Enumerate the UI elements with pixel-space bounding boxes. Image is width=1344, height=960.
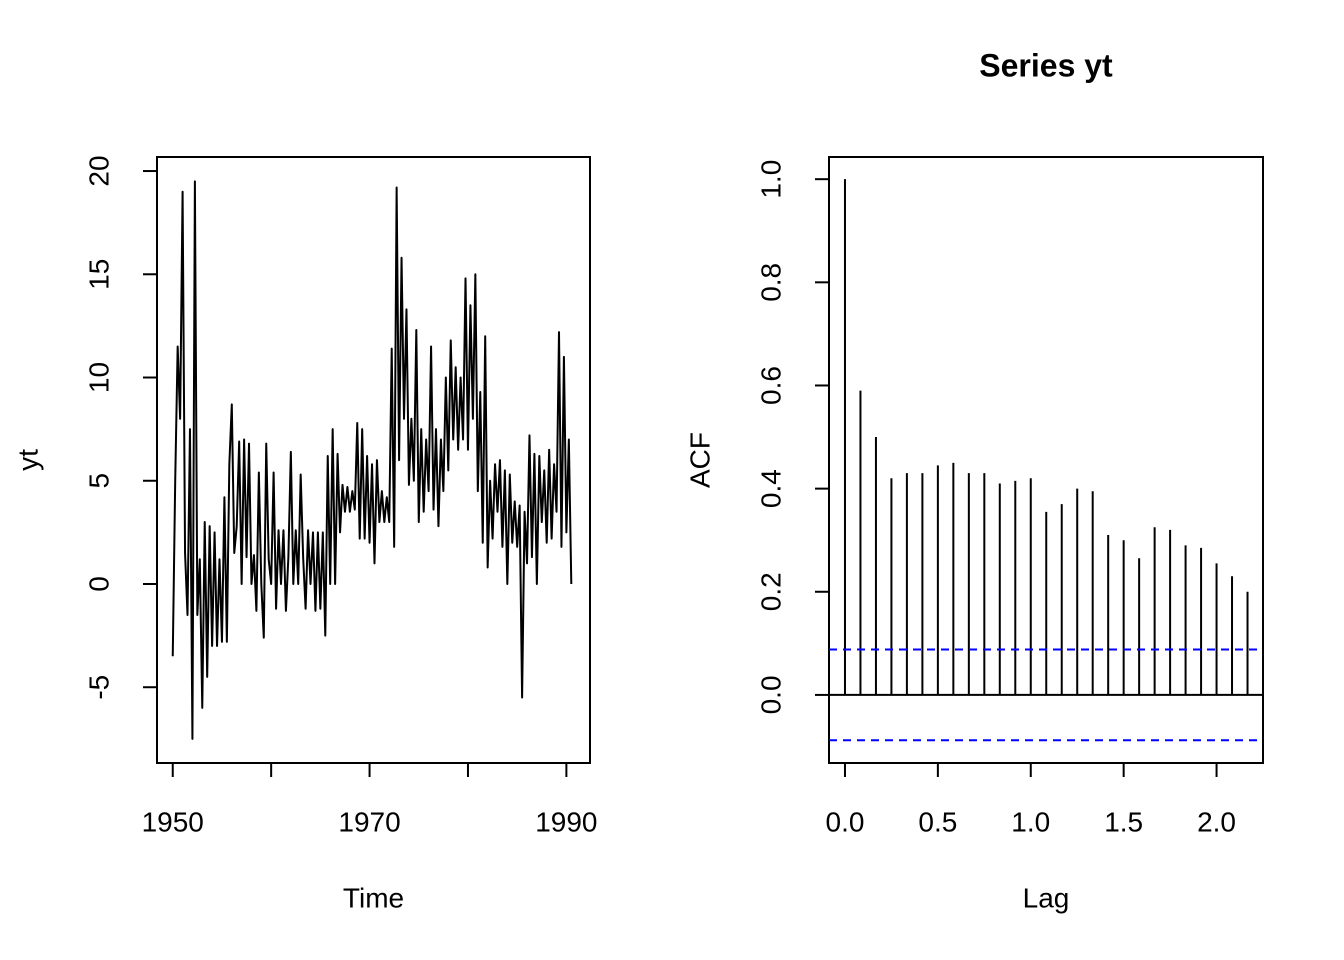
x-tick-label: 1990	[535, 806, 597, 837]
y-tick-label: 1.0	[755, 160, 786, 199]
y-tick-label: 0	[83, 576, 114, 592]
x-tick-label: 1950	[142, 806, 204, 837]
x-tick-label: 1.0	[1011, 806, 1050, 837]
y-axis-label: ACF	[684, 432, 715, 488]
x-axis-label: Lag	[1023, 882, 1070, 913]
x-tick-label: 0.0	[826, 806, 865, 837]
x-axis-label: Time	[343, 882, 404, 913]
y-tick-label: 0.8	[755, 263, 786, 302]
y-tick-label: 0.2	[755, 572, 786, 611]
y-tick-label: 0.6	[755, 366, 786, 405]
y-tick-label: 10	[83, 362, 114, 393]
chart-title: Series yt	[979, 47, 1113, 83]
data-line	[171, 180, 573, 740]
y-tick-label: 20	[83, 155, 114, 186]
y-tick-label: 0.0	[755, 675, 786, 714]
y-tick-label: -5	[83, 675, 114, 700]
x-tick-label: 1.5	[1104, 806, 1143, 837]
x-tick-label: 2.0	[1197, 806, 1236, 837]
x-tick-label: 0.5	[918, 806, 957, 837]
x-tick-label: 1970	[338, 806, 400, 837]
y-axis-label: yt	[12, 449, 43, 471]
y-tick-label: 0.4	[755, 469, 786, 508]
y-tick-label: 5	[83, 473, 114, 489]
y-tick-label: 15	[83, 259, 114, 290]
